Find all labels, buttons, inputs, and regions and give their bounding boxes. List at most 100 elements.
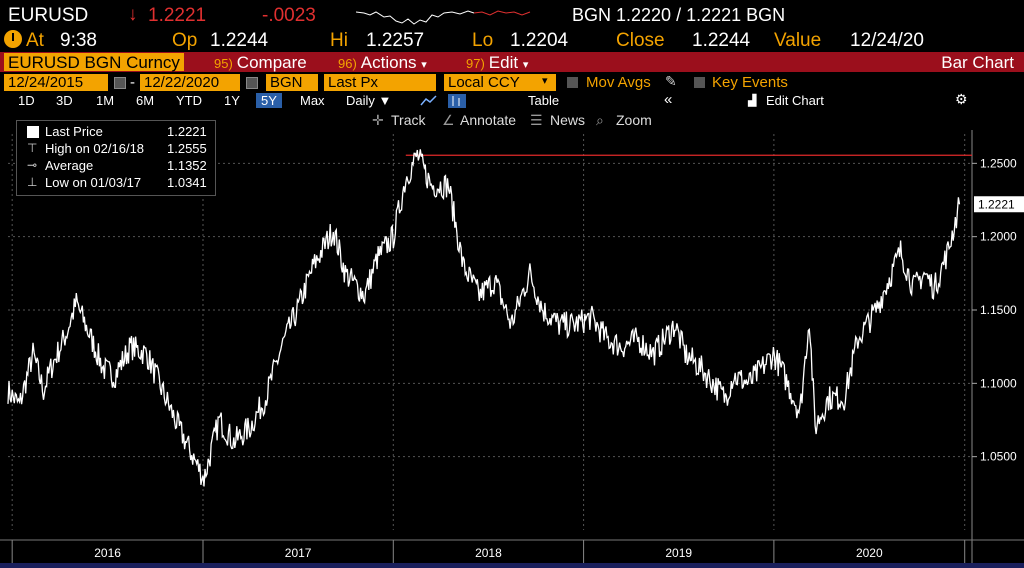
zoom-button[interactable]: Zoom — [616, 112, 652, 128]
actions-num: 96) — [338, 56, 357, 71]
actions-label: Actions — [360, 53, 417, 72]
x-tick-label: 2017 — [285, 546, 312, 560]
edit-chart-button[interactable]: Edit Chart — [766, 93, 824, 108]
symbol: EURUSD — [8, 5, 89, 26]
x-axis: 2016 2017 2018 2019 2020 — [0, 539, 1024, 563]
ticker-field[interactable]: EURUSD BGN Curncy — [4, 53, 184, 72]
legend-name: Low on 01/03/17 — [45, 175, 142, 190]
y-axis: 1.2500 1.2000 1.1500 1.1000 1.0500 — [971, 130, 1017, 563]
legend-value: 1.0341 — [167, 175, 207, 190]
price-change: -.0023 — [262, 5, 316, 26]
edit-button[interactable]: 97) Edit ▾ — [466, 53, 529, 72]
close-value: 1.2244 — [692, 30, 751, 51]
y-tick-label: 1.1000 — [980, 376, 1017, 390]
period-3d[interactable]: 3D — [56, 93, 73, 108]
period-1m[interactable]: 1M — [96, 93, 115, 108]
collapse-icon[interactable]: « — [664, 91, 673, 108]
low-label: Lo — [472, 30, 494, 51]
currency-select[interactable]: Local CCY — [444, 74, 556, 91]
last-price-label: 1.2221 — [978, 197, 1015, 211]
legend-name: Average — [45, 158, 94, 173]
bar-chart-icon[interactable] — [448, 94, 466, 108]
currency-caret-icon: ▾ — [542, 75, 548, 87]
legend: Last Price 1.2221 ⊤ High on 02/16/18 1.2… — [16, 120, 216, 196]
header-row: EURUSD ↓ 1.2221 -.0023 BGN 1.2220 / 1.22… — [0, 0, 1024, 30]
zoom-icon: ⌕ — [596, 112, 604, 128]
compare-num: 95) — [214, 56, 233, 71]
open-value: 1.2244 — [210, 30, 269, 51]
edit-num: 97) — [466, 56, 485, 71]
period-5y[interactable]: 5Y — [256, 93, 282, 108]
legend-name: High on 02/16/18 — [45, 141, 145, 156]
period-6m[interactable]: 6M — [136, 93, 155, 108]
average-marker-icon: ⊸ — [27, 158, 38, 172]
close-label: Close — [616, 30, 665, 51]
x-tick-label: 2016 — [94, 546, 121, 560]
legend-value: 1.1352 — [167, 158, 207, 173]
legend-item-last-price: Last Price 1.2221 — [17, 124, 215, 141]
legend-item-average: ⊸ Average 1.1352 — [17, 158, 215, 175]
pencil-icon[interactable]: ✎ — [665, 73, 677, 89]
high-value: 1.2257 — [366, 30, 425, 51]
key-events-checkbox[interactable] — [694, 77, 705, 88]
x-tick-label: 2020 — [856, 546, 883, 560]
crosshair-icon: ✛ — [372, 112, 384, 128]
intraday-sparkline — [356, 10, 531, 25]
actions-button[interactable]: 96) Actions ▾ — [338, 53, 427, 72]
at-label: At — [26, 30, 44, 51]
period-row: 1D 3D 1M 6M YTD 1Y 5Y Max Daily ▼ Table … — [0, 91, 1024, 110]
menu-bar: EURUSD BGN Curncy 95) Compare 96) Actions … — [0, 52, 1024, 72]
field-select[interactable]: Last Px — [324, 74, 436, 91]
period-max[interactable]: Max — [300, 93, 325, 108]
bar-chart-title: Bar Chart — [941, 53, 1014, 72]
news-button[interactable]: News — [550, 112, 586, 128]
start-date-field[interactable]: 12/24/2015 — [4, 74, 108, 91]
x-tick-label: 2018 — [475, 546, 502, 560]
table-button[interactable]: Table — [528, 93, 560, 108]
mov-avgs-checkbox[interactable] — [567, 77, 578, 88]
news-icon: ☰ — [530, 112, 543, 128]
end-date-field[interactable]: 12/22/2020 — [140, 74, 240, 91]
interval-select[interactable]: Daily ▼ — [346, 93, 392, 108]
legend-swatch-icon — [27, 126, 39, 138]
legend-value: 1.2555 — [167, 141, 207, 156]
last-price: 1.2221 — [148, 5, 207, 26]
y-tick-label: 1.0500 — [980, 450, 1017, 464]
bid-ask: BGN 1.2220 / 1.2221 BGN — [572, 5, 786, 25]
low-marker-icon: ⊥ — [27, 175, 38, 189]
quote-row: At 9:38 Op 1.2244 Hi 1.2257 Lo 1.2204 Cl… — [0, 30, 1024, 52]
last-price-label-group: 1.2221 — [974, 196, 1024, 213]
down-arrow-icon: ↓ — [128, 4, 138, 25]
calendar-icon[interactable] — [114, 77, 126, 89]
period-ytd[interactable]: YTD — [176, 93, 202, 108]
period-1d[interactable]: 1D — [18, 93, 35, 108]
legend-value: 1.2221 — [167, 124, 207, 139]
params-row: 12/24/2015 - 12/22/2020 BGN Last Px Loca… — [0, 73, 1024, 93]
y-tick-label: 1.2000 — [980, 230, 1017, 244]
low-value: 1.2204 — [510, 30, 569, 51]
track-button[interactable]: Track — [391, 112, 426, 128]
key-events-label: Key Events — [712, 74, 788, 91]
x-tick-label: 2019 — [665, 546, 692, 560]
source-field[interactable]: BGN — [266, 74, 318, 91]
calendar-icon[interactable] — [246, 77, 258, 89]
last-price-tag — [974, 196, 1024, 213]
compare-label: Compare — [236, 53, 307, 72]
edit-caret-icon: ▾ — [522, 59, 529, 71]
chart-tools: ✛ Track ∠ Annotate ☰ News ⌕ Zoom — [0, 110, 1024, 130]
value-label: Value — [774, 30, 822, 51]
line-chart-icon[interactable] — [420, 95, 438, 107]
bottom-bar — [0, 563, 1024, 568]
legend-item-high: ⊤ High on 02/16/18 1.2555 — [17, 141, 215, 158]
period-1y[interactable]: 1Y — [224, 93, 240, 108]
annotate-button[interactable]: Annotate — [460, 112, 517, 128]
y-tick-label: 1.1500 — [980, 303, 1017, 317]
series-line-last-price — [7, 149, 961, 487]
clock-icon — [4, 30, 22, 48]
gear-icon[interactable]: ⚙ — [955, 91, 968, 107]
actions-caret-icon: ▾ — [421, 59, 427, 71]
value-date: 12/24/20 — [850, 30, 924, 51]
edit-label: Edit — [488, 53, 519, 72]
y-tick-label: 1.2500 — [980, 156, 1017, 170]
compare-button[interactable]: 95) Compare — [214, 53, 307, 72]
